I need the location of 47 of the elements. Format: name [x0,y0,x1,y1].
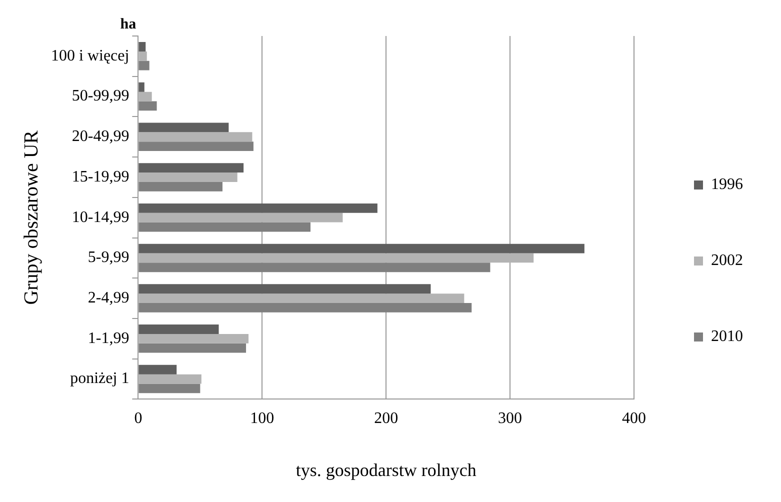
y-tick-label: 5-9,99 [88,249,130,266]
text: ha [120,16,137,32]
bar [138,253,534,263]
bar [138,163,244,173]
x-tick-label: 100 [250,410,274,428]
bar [138,42,146,52]
bar [138,244,584,254]
y-tick-label: 100 i więcej [50,47,130,64]
x-tick-label: 300 [498,410,522,428]
bar [138,122,229,132]
legend-label: 2002 [711,252,743,270]
bar [138,182,222,192]
x-tick-label: 0 [134,410,142,428]
bar [138,142,254,152]
bar [138,262,490,272]
bar [138,364,177,374]
bar [138,172,238,182]
x-axis-title: tys. gospodarstw rolnych [296,460,476,480]
bar [138,294,464,304]
bar [138,384,200,394]
bar [138,334,249,344]
bar [138,60,150,70]
bar [138,82,144,92]
y-tick-label: 20-49,99 [72,128,130,146]
bar [138,51,147,61]
legend-label: 1996 [711,176,743,194]
bar [138,374,202,384]
x-tick-label: 400 [622,410,646,428]
bar [138,324,219,334]
bar [138,343,246,353]
y-tick-label: 50-99,99 [72,88,130,105]
bar [138,203,378,213]
y-tick-label: 10-14,99 [72,208,130,226]
y-tick-label: 15-19,99 [72,168,130,186]
y-tick-label: 1-1,99 [88,330,130,347]
y-tick-label: poniżej 1 [70,370,130,388]
legend-label: 2010 [711,328,743,346]
bar [138,284,431,294]
bar [138,132,252,142]
x-tick-label: 200 [374,410,398,428]
bar [138,101,157,111]
bar [138,92,152,102]
y-axis-title: Grupy obszarowe UR [20,130,42,305]
bar [138,303,472,312]
y-tick-label: 2-4,99 [88,290,130,307]
bar [138,212,343,222]
bar [138,222,310,232]
